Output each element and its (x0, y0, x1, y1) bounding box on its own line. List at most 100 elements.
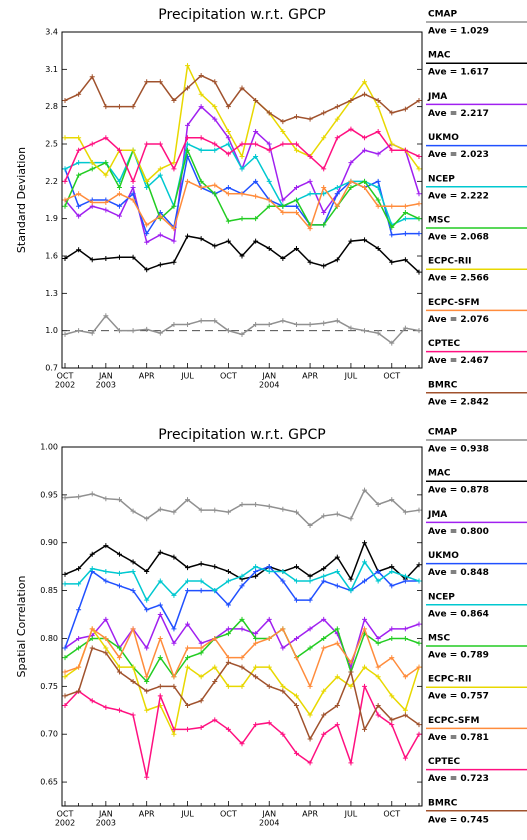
legend-label: ECPC-RII (428, 257, 472, 267)
chart-title: Precipitation w.r.t. GPCP (158, 427, 325, 443)
legend-average: Ave = 2.068 (428, 233, 489, 243)
point-marker (239, 573, 245, 579)
legend-label: NCEP (428, 592, 455, 602)
point-marker (402, 712, 408, 718)
point-marker (307, 153, 313, 159)
point-marker (321, 222, 327, 228)
y-tick-label: 3.4 (45, 28, 58, 37)
point-marker (185, 233, 191, 239)
point-marker (389, 224, 395, 230)
legend-average: Ave = 0.938 (428, 445, 489, 455)
legend-average: Ave = 2.566 (428, 274, 489, 284)
point-marker (402, 106, 408, 112)
point-marker (253, 153, 259, 159)
point-marker (89, 199, 95, 205)
point-marker (198, 104, 204, 110)
point-marker (334, 626, 340, 632)
point-marker (253, 573, 259, 579)
legend-label: BMRC (428, 380, 458, 390)
point-marker (62, 135, 68, 141)
point-marker (144, 774, 150, 780)
point-marker (103, 207, 109, 213)
point-marker (76, 664, 82, 670)
point-marker (334, 203, 340, 209)
point-marker (76, 688, 82, 694)
legend-label: NCEP (428, 174, 455, 184)
point-marker (130, 588, 136, 594)
point-marker (280, 318, 286, 324)
point-marker (334, 104, 340, 110)
point-marker (253, 568, 259, 574)
point-marker (334, 116, 340, 122)
point-marker (62, 645, 68, 651)
point-marker (266, 141, 272, 147)
x-tick-year: 2003 (96, 819, 116, 828)
point-marker (62, 702, 68, 708)
point-marker (198, 236, 204, 242)
point-marker (225, 578, 231, 584)
point-marker (307, 578, 313, 584)
point-marker (266, 321, 272, 327)
point-marker (130, 568, 136, 574)
point-marker (212, 104, 218, 110)
y-tick-label: 0.7 (45, 364, 58, 373)
point-marker (62, 197, 68, 203)
point-marker (362, 91, 368, 97)
point-marker (389, 340, 395, 346)
point-marker (334, 554, 340, 560)
point-marker (416, 328, 422, 334)
point-marker (416, 640, 422, 646)
point-marker (321, 135, 327, 141)
point-marker (389, 717, 395, 723)
point-marker (171, 321, 177, 327)
x-tick-label: APR (139, 810, 155, 819)
point-marker (402, 635, 408, 641)
point-marker (225, 191, 231, 197)
point-marker (280, 683, 286, 689)
legend-average: Ave = 0.864 (428, 609, 489, 619)
point-marker (321, 712, 327, 718)
point-marker (362, 147, 368, 153)
point-marker (225, 218, 231, 224)
point-marker (76, 172, 82, 178)
point-marker (239, 583, 245, 589)
legend-label: ECPC-SFM (428, 298, 480, 308)
y-tick-label: 2.5 (45, 140, 58, 149)
point-marker (225, 602, 231, 608)
point-marker (212, 717, 218, 723)
point-marker (76, 494, 82, 500)
x-tick-label: APR (302, 810, 318, 819)
point-marker (116, 707, 122, 713)
point-marker (416, 621, 422, 627)
point-marker (321, 731, 327, 737)
point-marker (89, 257, 95, 263)
point-marker (334, 702, 340, 708)
legend-label: MSC (428, 634, 450, 644)
point-marker (144, 707, 150, 713)
point-marker (116, 497, 122, 503)
point-marker (389, 147, 395, 153)
point-marker (171, 203, 177, 209)
legend-average: Ave = 0.848 (428, 568, 489, 578)
point-marker (144, 568, 150, 574)
legend-average: Ave = 2.076 (428, 315, 489, 325)
y-axis-label: Spatial Correlation (15, 575, 28, 677)
point-marker (321, 263, 327, 269)
point-marker (130, 664, 136, 670)
series-line (64, 314, 420, 345)
point-marker (253, 664, 259, 670)
point-marker (253, 178, 259, 184)
point-marker (185, 726, 191, 732)
point-marker (375, 568, 381, 574)
point-marker (266, 683, 272, 689)
legend-label: BMRC (428, 798, 458, 808)
point-marker (76, 581, 82, 587)
legend-average: Ave = 0.781 (428, 733, 489, 743)
point-marker (416, 153, 422, 159)
point-marker (198, 185, 204, 191)
point-marker (212, 507, 218, 513)
point-marker (89, 566, 95, 572)
point-marker (76, 247, 82, 253)
point-marker (116, 203, 122, 209)
point-marker (76, 635, 82, 641)
